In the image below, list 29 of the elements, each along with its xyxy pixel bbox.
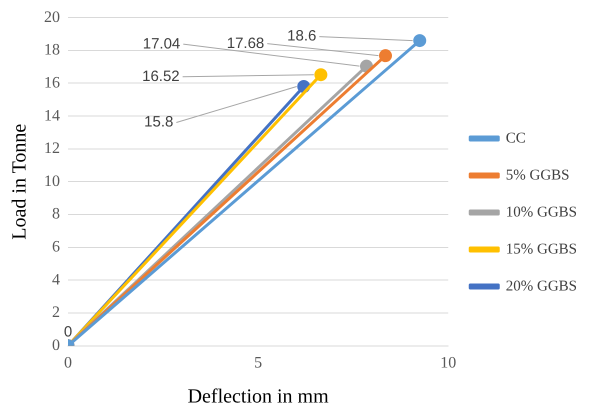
x-axis-title: Deflection in mm	[188, 385, 330, 408]
y-tick-label: 10	[44, 172, 60, 190]
y-tick-label: 6	[52, 238, 60, 256]
y-tick-label: 16	[44, 74, 60, 92]
data-label: 16.52	[142, 68, 180, 85]
data-label: 17.68	[226, 34, 264, 52]
y-tick-label: 2	[52, 304, 60, 322]
data-label: 18.6	[287, 28, 316, 45]
y-tick-label: 12	[44, 140, 60, 158]
legend-label: 5% GGBS	[506, 167, 570, 184]
y-axis-title: Load in Tonne	[8, 124, 30, 240]
data-label: 15.8	[144, 114, 174, 131]
point	[379, 49, 392, 62]
legend-label: 10% GGBS	[506, 204, 578, 220]
y-tick-label: 4	[52, 271, 60, 288]
point	[314, 68, 328, 82]
y-tick-label: 0	[52, 337, 60, 354]
y-tick-label: 8	[52, 206, 60, 223]
y-tick-label: 20	[44, 8, 60, 26]
y-tick-label: 18	[44, 42, 60, 59]
data-label: 0	[64, 323, 72, 340]
legend-label: CC	[506, 130, 526, 146]
y-tick-label: 14	[44, 107, 60, 124]
data-label: 17.04	[142, 35, 180, 52]
legend-label: 20% GGBS	[506, 278, 578, 294]
legend-label: 15% GGBS	[506, 241, 578, 258]
x-tick-label: 0	[64, 354, 72, 372]
x-tick-label: 5	[254, 354, 262, 372]
x-tick-label: 10	[440, 354, 456, 372]
